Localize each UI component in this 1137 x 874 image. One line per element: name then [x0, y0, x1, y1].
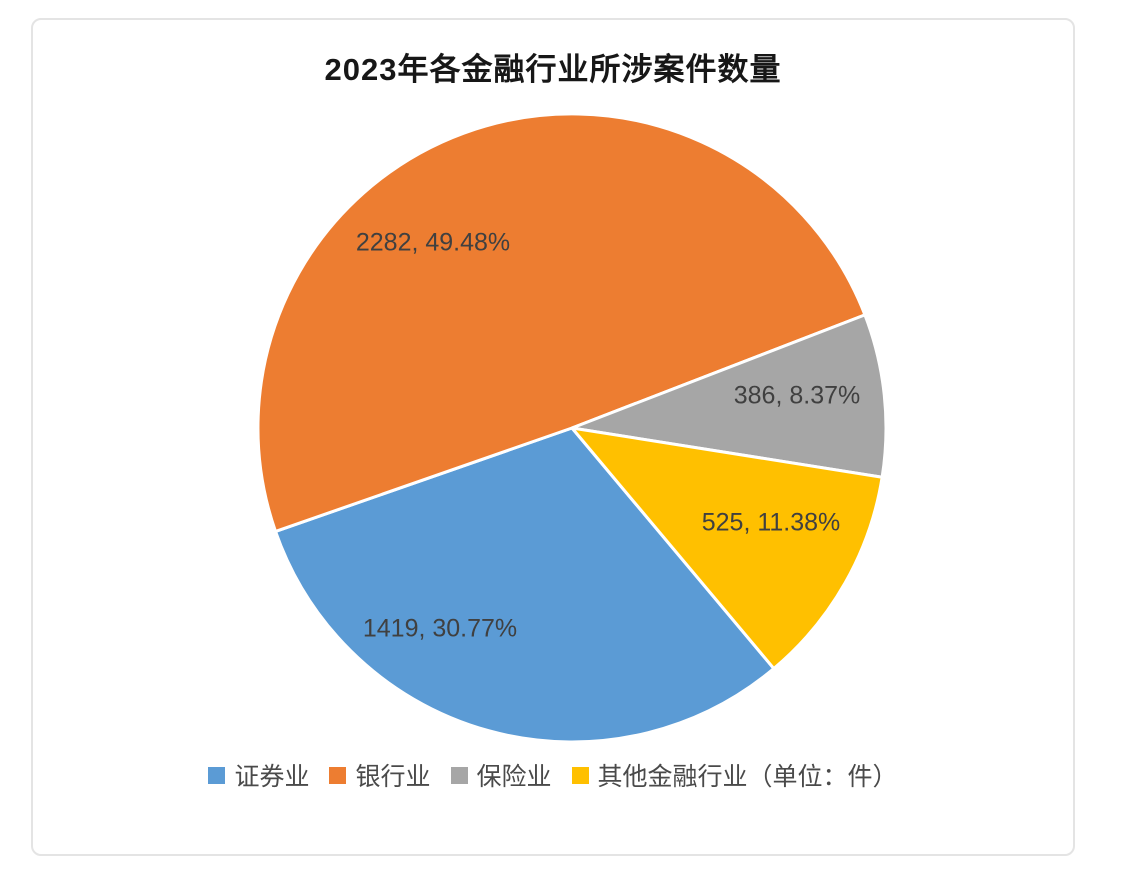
chart-title: 2023年各金融行业所涉案件数量	[324, 52, 782, 87]
data-label-securities: 1419, 30.77%	[362, 614, 518, 643]
legend-swatch-securities	[208, 766, 226, 784]
legend-swatch-banking	[329, 766, 347, 784]
pie-slice-securities	[274, 426, 776, 744]
pie-slice-insurance	[570, 313, 888, 479]
legend-item-banking: 银行业	[329, 757, 431, 793]
legend-label: 银行业	[355, 763, 431, 791]
legend-swatch-other-financial	[571, 766, 589, 784]
pie-chart	[256, 112, 888, 744]
data-label-banking: 2282, 49.48%	[355, 228, 511, 257]
data-label-other-financial: 525, 11.38%	[701, 508, 841, 537]
legend-label: 证券业	[234, 763, 310, 791]
legend-label: 保险业	[476, 763, 552, 791]
pie-slice-banking	[256, 112, 867, 533]
legend-item-securities: 证券业	[208, 757, 309, 793]
legend-label: 其他金融行业（单位：件）	[597, 763, 898, 791]
legend-item-other-financial: 其他金融行业（单位：件）	[571, 757, 898, 793]
chart-legend: 证券业 银行业 保险业 其他金融行业（单位：件）	[33, 757, 1073, 793]
legend-swatch-insurance	[450, 766, 468, 784]
pie-slice-other-financial	[570, 426, 884, 671]
legend-item-insurance: 保险业	[450, 757, 552, 793]
data-label-insurance: 386, 8.37%	[733, 381, 861, 410]
